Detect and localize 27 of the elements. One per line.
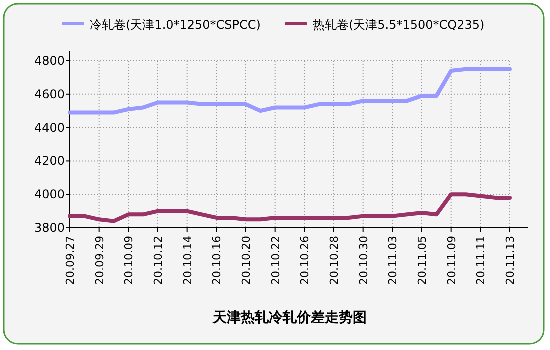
text: 天津热轧冷轧价差走势图 — [212, 310, 367, 326]
y-tick-label: 4800 — [34, 54, 65, 68]
y-tick-label: 4000 — [34, 188, 65, 202]
y-tick-label: 4400 — [34, 120, 65, 135]
x-tick-label: 20.10.28 — [328, 236, 341, 285]
x-tick-label: 20.11.13 — [504, 236, 517, 285]
legend-label: 热轧卷(天津5.5*1500*CQ235) — [312, 18, 485, 32]
x-tick-label: 20.10.09 — [122, 236, 136, 285]
y-tick-label: 3800 — [34, 221, 65, 235]
line-series — [68, 192, 512, 224]
x-tick-label: 20.10.16 — [210, 236, 224, 285]
x-tick-label: 20.10.30 — [357, 236, 370, 285]
y-tick-label: 4600 — [34, 87, 65, 102]
x-tick-label: 20.11.05 — [416, 236, 429, 285]
x-tick-label: 20.09.27 — [64, 236, 77, 285]
x-tick-label: 20.11.11 — [474, 236, 488, 285]
x-tick-label: 20.11.03 — [386, 236, 400, 285]
x-tick-label: 20.10.20 — [240, 236, 253, 285]
legend-label: 冷轧卷(天津1.0*1250*CSPCC) — [90, 18, 261, 32]
x-tick-label: 20.10.26 — [298, 236, 312, 285]
y-tick-label: 4200 — [34, 154, 65, 168]
x-tick-label: 20.10.22 — [269, 236, 282, 285]
x-tick-label: 20.10.14 — [181, 236, 194, 285]
line-series — [68, 67, 512, 115]
x-tick-label: 20.11.09 — [445, 236, 458, 285]
x-tick-label: 20.10.12 — [152, 236, 165, 285]
x-tick-label: 20.09.29 — [93, 236, 106, 285]
